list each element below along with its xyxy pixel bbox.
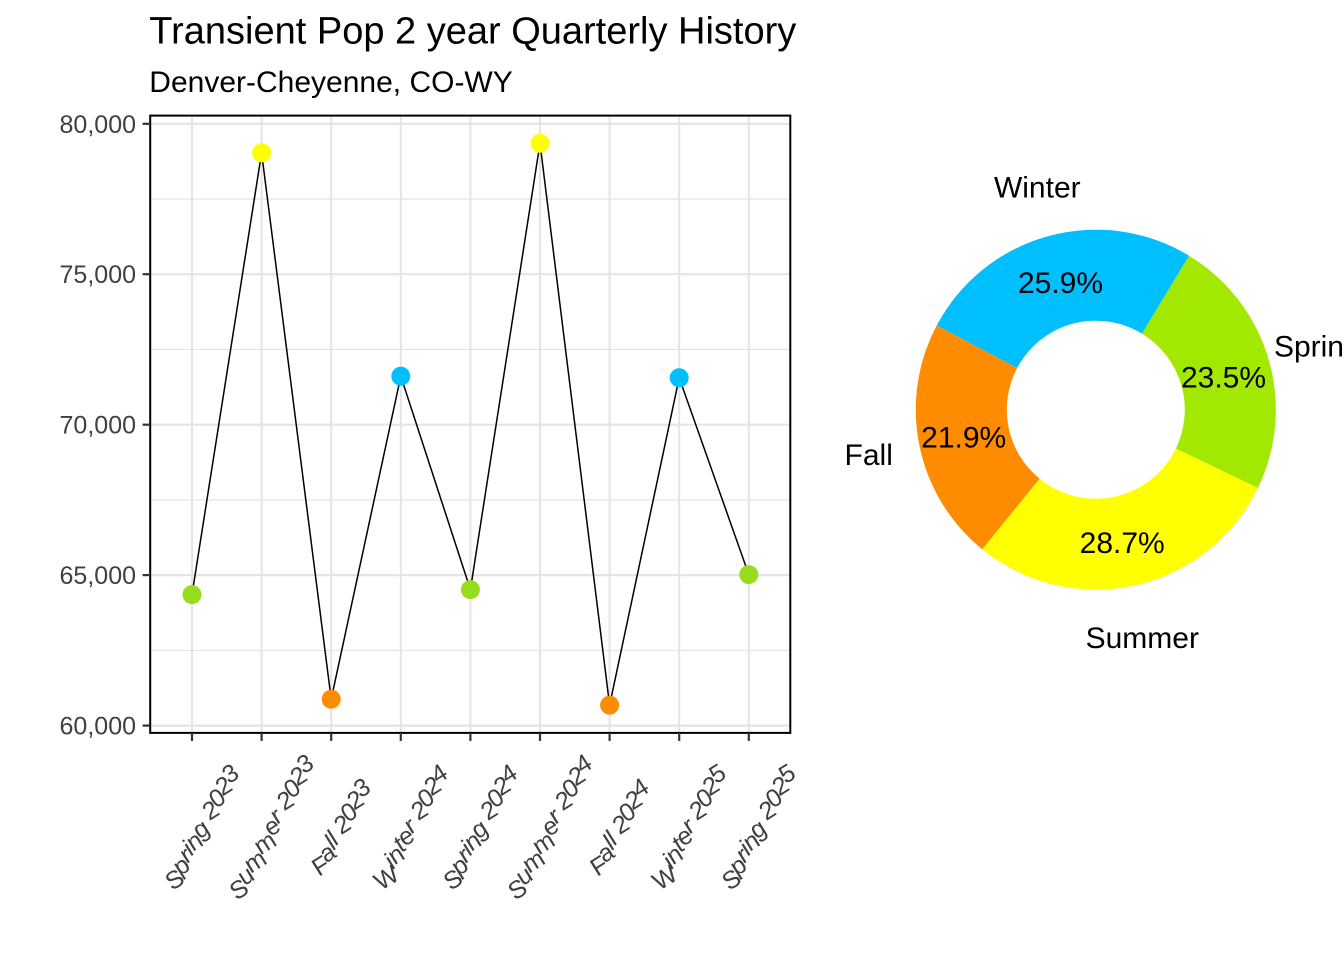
svg-text:Summer: Summer [1086,622,1199,655]
svg-text:Spring: Spring [1274,331,1344,364]
svg-text:Fall: Fall [845,439,893,472]
svg-text:25.9%: 25.9% [1018,267,1103,300]
svg-text:23.5%: 23.5% [1181,361,1266,394]
svg-text:Denver-Cheyenne, CO-WY: Denver-Cheyenne, CO-WY [149,66,512,99]
svg-text:70,000: 70,000 [60,412,136,440]
svg-text:75,000: 75,000 [60,261,136,289]
svg-text:28.7%: 28.7% [1080,527,1165,560]
svg-text:21.9%: 21.9% [921,421,1006,454]
svg-text:60,000: 60,000 [60,713,136,741]
svg-text:Winter: Winter [994,172,1081,205]
svg-text:65,000: 65,000 [60,562,136,590]
svg-text:Transient Pop 2 year Quarterly: Transient Pop 2 year Quarterly History [149,10,796,52]
svg-text:80,000: 80,000 [60,111,136,139]
